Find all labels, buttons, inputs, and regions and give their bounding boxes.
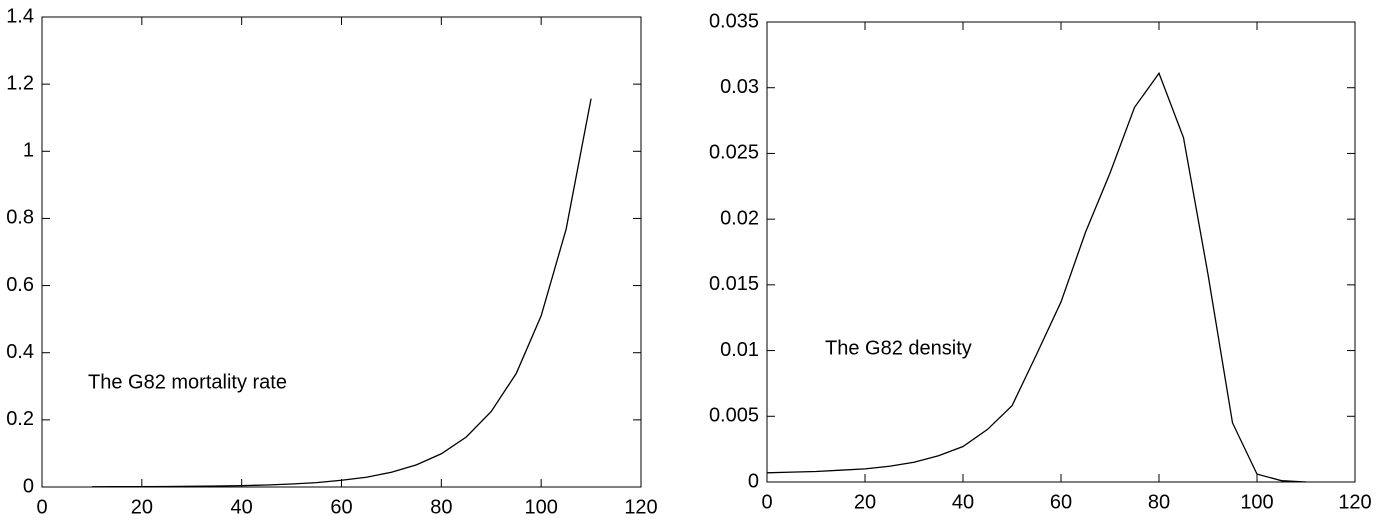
curve: [766, 71, 1307, 483]
y-tick-label: 0.2: [6, 408, 34, 430]
annotation: The G82 density: [825, 337, 972, 359]
y-tick-label: 0.4: [6, 341, 34, 363]
x-tick-label: 120: [624, 496, 657, 518]
x-tick-label: 100: [1240, 491, 1273, 513]
x-tick-label: 80: [430, 496, 452, 518]
x-tick-label: 40: [952, 491, 974, 513]
x-tick-label: 80: [1148, 491, 1170, 513]
x-tick-label: 20: [854, 491, 876, 513]
y-tick-label: 0.035: [709, 10, 759, 32]
y-tick-label: 0.005: [709, 405, 759, 427]
y-tick-label: 0.01: [720, 339, 759, 361]
x-tick-label: 60: [330, 496, 352, 518]
y-tick-label: 0: [23, 475, 34, 497]
y-tick-label: 1.4: [6, 5, 34, 27]
y-tick-label: 0.025: [709, 142, 759, 164]
annotation: The G82 mortality rate: [88, 371, 287, 393]
x-tick-label: 60: [1050, 491, 1072, 513]
plot-frame: [41, 16, 642, 488]
plot-frame: [766, 21, 1356, 483]
y-tick-label: 0: [748, 470, 759, 492]
y-tick-label: 0.03: [720, 76, 759, 98]
x-tick-label: 40: [231, 496, 253, 518]
x-tick-label: 0: [36, 496, 47, 518]
curve: [91, 98, 592, 488]
y-tick-label: 0.015: [709, 273, 759, 295]
y-tick-label: 1.2: [6, 72, 34, 94]
x-tick-label: 0: [761, 491, 772, 513]
x-tick-label: 120: [1338, 491, 1371, 513]
x-tick-label: 20: [131, 496, 153, 518]
x-tick-label: 100: [524, 496, 557, 518]
y-tick-label: 1: [23, 140, 34, 162]
y-tick-label: 0.02: [720, 207, 759, 229]
y-tick-label: 0.8: [6, 207, 34, 229]
y-tick-label: 0.6: [6, 274, 34, 296]
